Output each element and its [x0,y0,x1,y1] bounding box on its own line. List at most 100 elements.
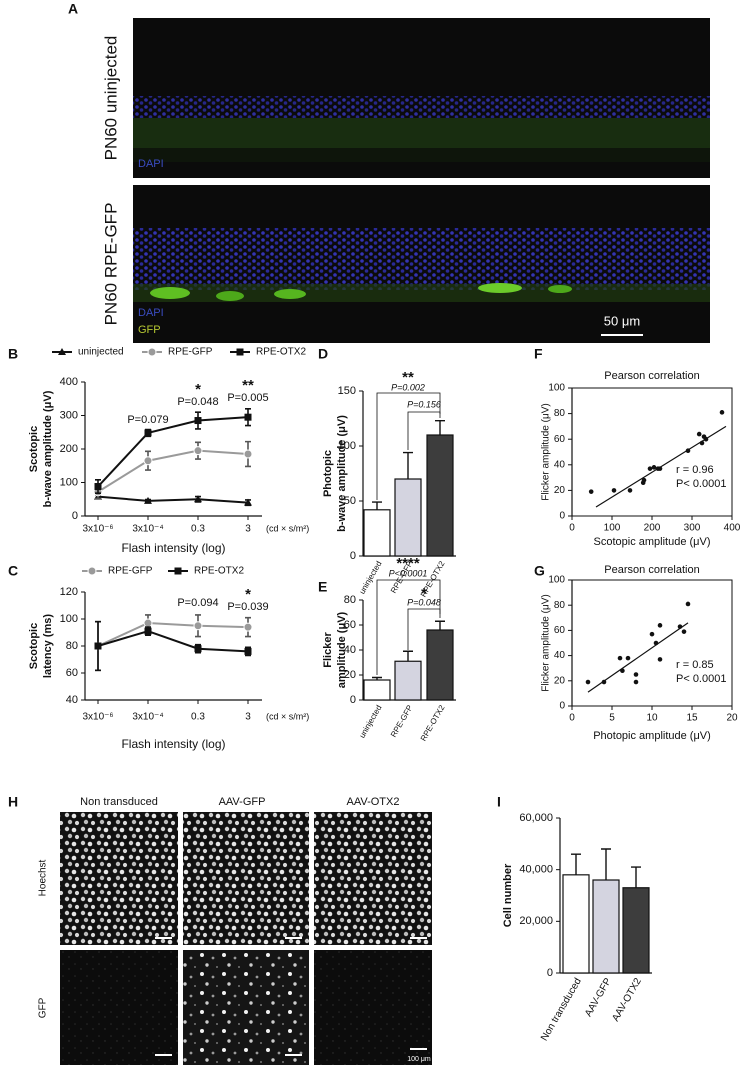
y-tick-label: 200 [60,443,78,455]
y-tick-label: 100 [548,383,565,394]
legend-label: uninjected [78,347,124,358]
y-tick-label: 20 [344,669,356,681]
point [641,477,647,483]
error-bar [403,451,413,479]
y-axis-label: Flicker amplitude (μV) [541,403,552,500]
annotation: P=0.156 [407,399,441,409]
y-tick-label: 80 [66,640,78,652]
scale-bar-label: 50 μm [604,313,640,328]
y-tick-label: 0 [547,967,553,979]
annotation: P=0.005 [227,392,268,404]
column-label: Non transduced [80,796,158,808]
y-tick-label: 20,000 [519,915,553,927]
error-bar [372,501,382,510]
point [625,655,631,661]
x-tick-label: 3 [245,524,251,535]
point [620,668,625,674]
chart-title: Pearson correlation [604,370,699,382]
row-label: PN60 uninjected [101,36,120,161]
y-tick-label: 20 [554,675,566,686]
point [657,623,663,628]
x-axis-label: Photopic amplitude (μV) [593,730,711,742]
legend-label: RPE-GFP [168,347,213,358]
point [651,465,657,470]
y-tick-label: 100 [548,575,565,586]
x-tick-label: 400 [724,523,741,534]
series-line [97,630,249,653]
y-axis-label: Flicker [322,632,334,668]
y-tick-label: 0 [350,550,356,562]
legend-label: RPE-OTX2 [256,347,306,358]
marker [144,429,152,437]
x-tick-label: uninjected [358,560,384,596]
significance-bracket [376,392,441,500]
marker [243,449,253,459]
marker [193,621,203,631]
marker [143,618,153,628]
x-tick-label: 20 [726,713,738,724]
marker [193,446,203,456]
y-tick-label: 60 [66,667,78,679]
marker [94,642,102,650]
marker [144,496,152,504]
row-label: PN60 RPE-GFP [101,203,120,326]
y-tick-label: 80 [554,600,566,611]
panel-letter: F [534,346,543,362]
point [657,657,663,662]
column-label: AAV-GFP [219,796,266,808]
legend-label: RPE-OTX2 [194,566,244,577]
x-tick-label: 3 [245,712,251,723]
bar [562,874,590,974]
y-axis-label: b-wave amplitude (μV) [42,390,54,507]
point [588,489,594,494]
series-line [97,416,249,488]
annotation: * [245,586,251,603]
marker [244,413,252,421]
panel-letter: H [8,794,18,810]
x-tick-label: 0 [569,523,575,534]
point [685,448,691,454]
bar [622,887,650,974]
x-unit: (cd × s/m²) [266,711,309,721]
bar [426,629,454,701]
marker [194,417,202,425]
y-tick-label: 20 [554,485,566,496]
panel-letter: I [497,794,501,810]
y-tick-label: 400 [60,376,78,388]
marker [143,456,153,466]
marker [236,348,244,356]
y-tick-label: 0 [559,701,565,712]
annotation: **** [396,555,420,572]
x-tick-label: 200 [644,523,661,534]
micrograph [133,18,710,178]
annotation: * [421,585,427,602]
y-tick-label: 100 [60,613,78,625]
y-tick-label: 40,000 [519,864,553,876]
x-axis-label: Flash intensity (log) [121,737,225,751]
annotation: P=0.048 [407,597,441,607]
annotation: P< 0.0001 [676,673,726,685]
point [617,655,623,661]
annotation: ** [402,369,414,386]
x-axis-label: Flash intensity (log) [121,541,225,555]
x-tick-label: uninjected [358,704,384,740]
error-bar [403,650,413,662]
marker [147,347,157,357]
point [719,410,725,415]
micrograph [133,185,710,343]
error-bar [435,620,445,630]
y-tick-label: 100 [338,440,356,452]
significance-bracket [407,608,441,650]
y-axis-label: Scotopic [28,623,40,669]
annotation: P<0.0001 [389,568,428,578]
error-bar [571,853,581,875]
x-tick-label: 3x10⁻⁴ [132,712,163,723]
x-tick-label: 5 [609,713,615,724]
annotation: P=0.048 [177,396,218,408]
panel-letter: B [8,346,18,362]
point [647,466,653,471]
series-line [97,495,249,504]
y-axis-label: b-wave amplitude (μV) [336,415,348,532]
x-tick-label: Non transduced [539,976,584,1043]
